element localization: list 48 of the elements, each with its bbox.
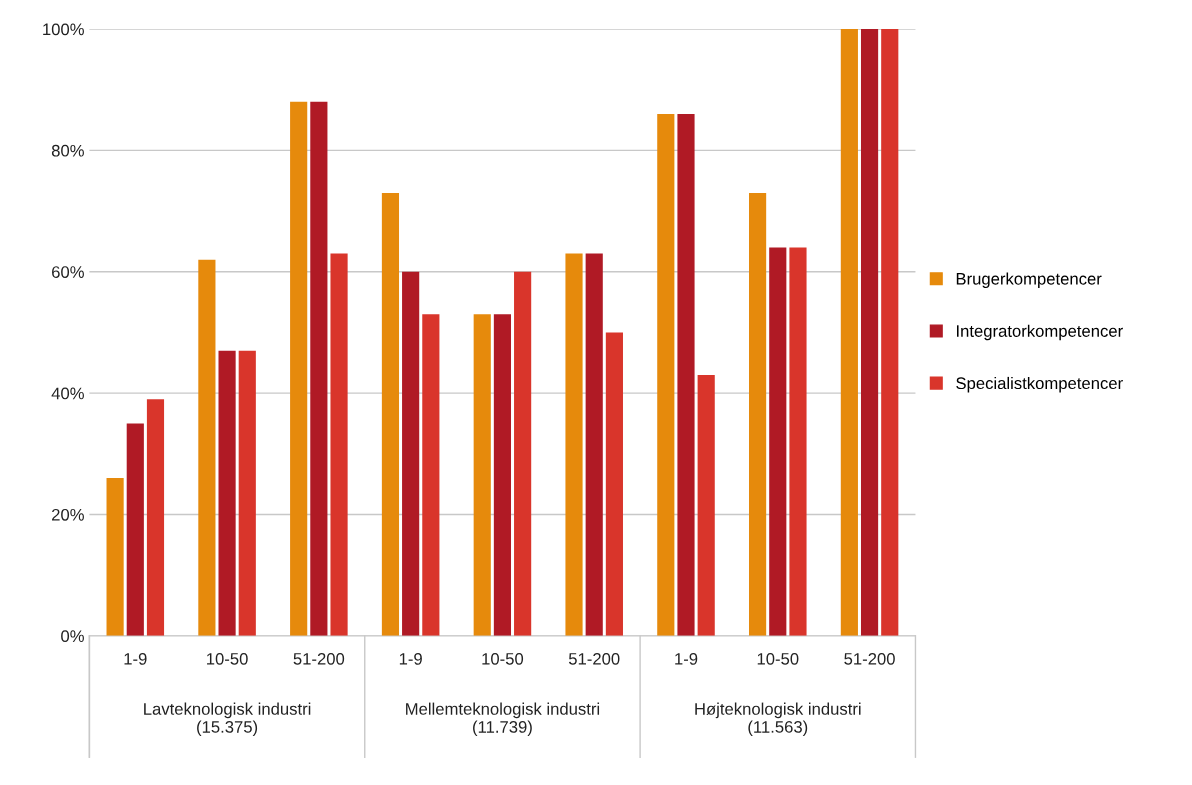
- x-tick-label: 1-9: [399, 652, 422, 665]
- bar: [381, 192, 400, 636]
- bar: [749, 192, 767, 636]
- legend-label: Specialistkompetencer: [956, 376, 1123, 393]
- text: Lavteknologisk industri (15.375): [144, 702, 311, 737]
- legend-label: Brugerkompetencer: [956, 272, 1102, 289]
- text: Mellemteknologisk industri (11.739): [406, 702, 600, 737]
- x-tick-label: 10-50: [757, 652, 799, 665]
- y-tick-label: 80%: [51, 144, 84, 157]
- bar: [493, 314, 512, 636]
- bar: [290, 101, 308, 636]
- bar: [473, 314, 491, 636]
- bar: [402, 271, 420, 636]
- bar: [840, 29, 858, 636]
- x-tick-label: 10-50: [482, 652, 524, 665]
- bar: [697, 374, 715, 636]
- y-tick-label: 0%: [61, 630, 84, 643]
- x-tick-label: 51-200: [844, 652, 895, 665]
- y-tick-label: 40%: [51, 387, 84, 400]
- bar: [789, 247, 807, 636]
- bar: [422, 314, 440, 636]
- bar: [310, 101, 328, 636]
- bar: [565, 253, 583, 636]
- legend-label: Integratorkompetencer: [957, 324, 1123, 341]
- bar: [585, 253, 603, 636]
- x-tick-label: 1-9: [124, 652, 147, 665]
- x-tick-label: 10-50: [207, 652, 248, 665]
- bar: [769, 247, 787, 636]
- bar: [605, 332, 623, 636]
- text: Højteknologisk industri (11.563): [695, 702, 861, 737]
- bar: [881, 29, 899, 636]
- bar: [657, 114, 675, 636]
- bar: [198, 259, 216, 636]
- x-tick-label: 1-9: [675, 652, 698, 665]
- bar: [514, 271, 532, 636]
- bar: [218, 350, 236, 636]
- y-tick-label: 60%: [52, 266, 84, 278]
- bar: [146, 399, 165, 636]
- bar: [106, 478, 124, 636]
- x-tick-label: 51-200: [568, 652, 620, 665]
- x-tick-label: 51-200: [293, 652, 345, 665]
- bar: [860, 29, 879, 636]
- bar: [677, 114, 695, 636]
- y-tick-label: 20%: [52, 508, 84, 521]
- bar: [126, 423, 144, 636]
- y-tick-label: 100%: [43, 23, 84, 36]
- bar: [238, 350, 256, 636]
- bar: [330, 253, 348, 636]
